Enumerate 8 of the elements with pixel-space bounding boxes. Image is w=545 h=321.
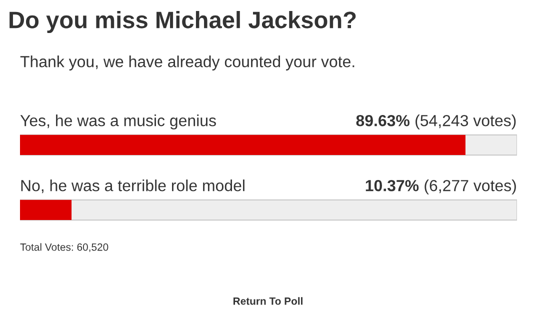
data-label: 89.63% (54,243 votes) <box>356 114 516 130</box>
y-tick-label: No, he was a terrible role model <box>21 180 244 194</box>
y-tick-label: Yes, he was a music genius <box>20 114 216 130</box>
chart-subtitle: Thank you, we have already counted your vote. <box>20 56 354 70</box>
data-label: 10.37% (6,277 votes) <box>366 180 516 194</box>
text: Return To Poll <box>233 297 302 305</box>
text: Total Votes: 60,520 <box>20 243 108 252</box>
chart-title: Do you miss Michael Jackson? <box>10 10 356 34</box>
